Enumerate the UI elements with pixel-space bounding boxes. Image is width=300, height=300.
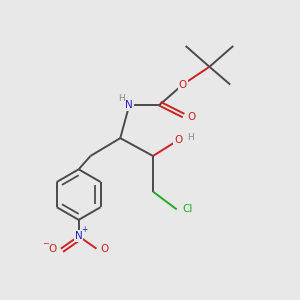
Text: +: + <box>81 225 87 234</box>
Text: Cl: Cl <box>183 204 193 214</box>
Text: N: N <box>75 231 83 241</box>
Text: O: O <box>48 244 57 254</box>
Text: −: − <box>42 239 49 248</box>
Text: N: N <box>125 100 133 110</box>
Text: O: O <box>178 80 187 90</box>
Text: O: O <box>174 135 182 145</box>
Text: H: H <box>118 94 125 103</box>
Text: O: O <box>101 244 109 254</box>
Text: O: O <box>187 112 195 122</box>
Text: H: H <box>187 133 194 142</box>
